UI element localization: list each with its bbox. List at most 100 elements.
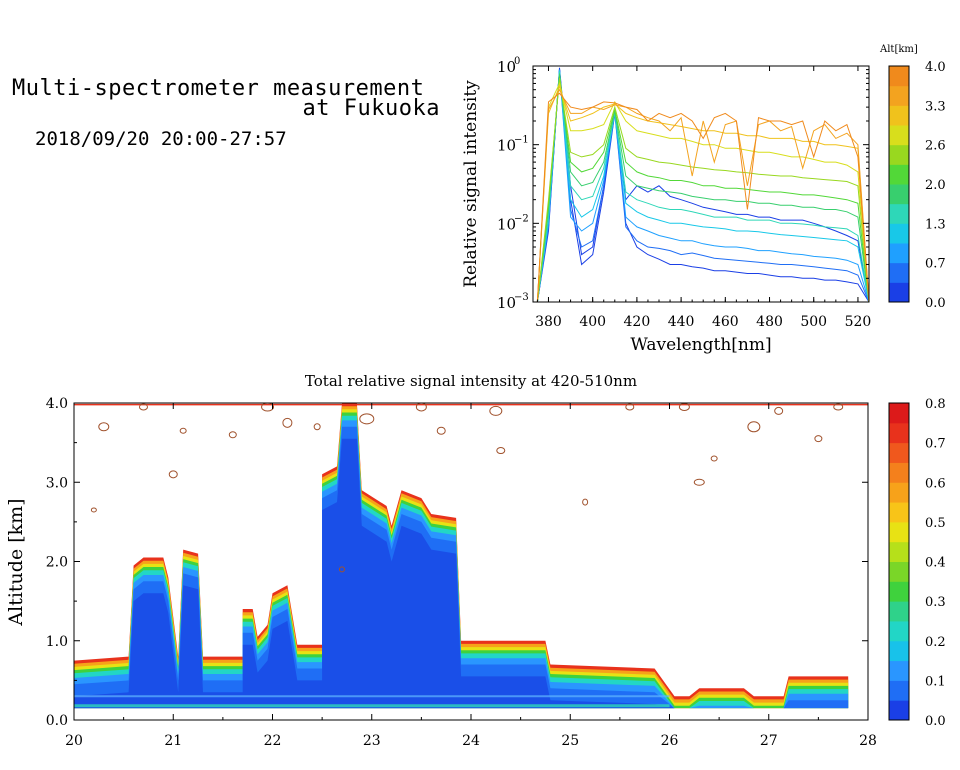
- intensity-colorbar-segment: [889, 700, 909, 721]
- intensity-colorbar-label: 0.2: [925, 635, 946, 650]
- spectrum-series-line: [536, 70, 869, 302]
- main-title-line2: at Fukuoka: [302, 96, 440, 121]
- altitude-colorbar-segment: [889, 105, 909, 126]
- main-title-line1: Multi-spectrometer measurement: [12, 76, 425, 101]
- spectrum-y-tick-exponent: −2: [514, 213, 529, 224]
- heatmap-intensity-band: [74, 403, 849, 709]
- heatmap-speckle: [833, 403, 844, 411]
- spectrum-series-line: [536, 88, 869, 302]
- spectrum-x-tick-label: 420: [624, 314, 651, 330]
- intensity-colorbar-label: 0.5: [925, 516, 946, 531]
- altitude-colorbar-segment: [889, 262, 909, 283]
- altitude-colorbar-label: 0.0: [925, 296, 946, 311]
- spectrum-series-line: [536, 75, 869, 302]
- altitude-colorbar-segment: [889, 243, 909, 264]
- intensity-colorbar-label: 0.7: [925, 437, 946, 452]
- heatmap-x-tick-label: 28: [859, 733, 877, 749]
- heatmap-body: [74, 403, 868, 709]
- spectrum-series-line: [536, 92, 869, 302]
- heatmap-speckle: [282, 417, 293, 428]
- spectrum-y-tick-base: 10: [497, 58, 516, 76]
- intensity-colorbar-segment: [889, 561, 909, 582]
- heatmap-speckle: [313, 423, 321, 431]
- spectrum-series-line: [536, 78, 869, 302]
- intensity-colorbar-label: 0.3: [925, 595, 946, 610]
- altitude-colorbar-title: Alt[km]: [879, 44, 918, 55]
- intensity-colorbar-label: 0.6: [925, 476, 946, 491]
- spectrum-series-line: [536, 68, 869, 302]
- intensity-colorbar-segment: [889, 660, 909, 681]
- intensity-colorbar-segment: [889, 521, 909, 543]
- heatmap-intensity-band: [74, 426, 849, 709]
- intensity-colorbar-segment: [889, 462, 909, 483]
- heatmap-x-tick-label: 21: [164, 733, 182, 749]
- heatmap-x-tick-label: 26: [661, 733, 679, 749]
- spectrum-y-tick-label: 10−2: [497, 213, 529, 233]
- heatmap-x-tick-label: 24: [462, 733, 480, 749]
- intensity-colorbar-segment: [889, 442, 909, 463]
- altitude-colorbar-segment: [889, 164, 909, 185]
- heatmap-y-tick-label: 3.0: [46, 475, 68, 491]
- spectrum-frame: [532, 65, 870, 303]
- intensity-colorbar-segment: [889, 541, 909, 562]
- spectrum-series-line: [536, 84, 869, 302]
- intensity-colorbar-label: 0.4: [925, 556, 946, 571]
- heatmap-x-tick-label: 25: [561, 733, 579, 749]
- heatmap-intensity-band: [74, 438, 849, 709]
- intensity-colorbar-segment: [889, 620, 909, 642]
- altitude-colorbar-segment: [889, 85, 909, 106]
- heatmap-speckle: [138, 403, 148, 411]
- altitude-colorbar-label: 2.0: [925, 178, 946, 193]
- heatmap-speckle: [359, 413, 375, 425]
- intensity-colorbar-label: 0.1: [925, 674, 946, 689]
- heatmap-speckle: [168, 470, 178, 479]
- intensity-colorbar-segment: [889, 502, 909, 523]
- intensity-colorbar-frame: [888, 402, 910, 721]
- spectrum-x-tick-label: 480: [756, 314, 783, 330]
- heatmap-x-tick-label: 20: [65, 733, 83, 749]
- heatmap-speckle: [228, 431, 237, 439]
- heatmap-intensity-band: [74, 415, 849, 709]
- heatmap-frame: [73, 402, 869, 721]
- altitude-colorbar-label: 4.0: [925, 60, 946, 75]
- altitude-colorbar-label: 1.3: [925, 217, 946, 232]
- spectrum-lines-group: [536, 67, 869, 302]
- intensity-colorbar-segment: [889, 601, 909, 622]
- heatmap-speckle: [415, 403, 427, 412]
- spectrum-y-tick-base: 10: [497, 215, 516, 233]
- heatmap-intensity-band: [74, 420, 849, 709]
- intensity-colorbar-segment: [889, 422, 909, 444]
- altitude-colorbar-segment: [889, 184, 909, 205]
- altitude-colorbar-segment: [889, 144, 909, 165]
- intensity-colorbar-label: 0.0: [925, 714, 946, 729]
- spectrum-x-tick-label: 500: [800, 314, 827, 330]
- intensity-colorbar-segment: [889, 680, 909, 701]
- altitude-colorbar-segment: [889, 66, 909, 87]
- spectrum-series-line: [536, 69, 869, 302]
- heatmap-intensity-band: [74, 412, 849, 709]
- intensity-colorbar-segment: [889, 403, 909, 424]
- heatmap-speckle: [625, 403, 635, 411]
- spectrum-y-tick-base: 10: [497, 294, 516, 312]
- intensity-colorbar-segment: [889, 581, 909, 602]
- spectrum-series-line: [536, 69, 869, 302]
- altitude-colorbar-labels: 4.0 3.3 2.6 2.0 1.3 0.7 0.0: [925, 60, 946, 311]
- spectrum-y-tick-exponent: 0: [514, 56, 520, 67]
- heatmap-intensity-band: [74, 409, 849, 709]
- altitude-colorbar: [888, 65, 910, 303]
- time-range-label: 2018/09/20 20:00-27:57: [35, 128, 287, 150]
- heatmap-y-tick-label: 2.0: [46, 555, 68, 571]
- heatmap-y-tick-label: 1.0: [46, 634, 68, 650]
- heatmap-y-ticks: 0.0 1.0 2.0 3.0 4.0: [46, 396, 868, 729]
- heatmap-y-tick-label: 4.0: [46, 396, 68, 412]
- intensity-colorbar-label: 0.8: [925, 397, 946, 412]
- heatmap-speckle: [90, 507, 97, 513]
- spectrum-x-tick-label: 400: [579, 314, 606, 330]
- altitude-colorbar-label: 3.3: [925, 99, 946, 114]
- heatmap-speckle: [496, 447, 506, 455]
- intensity-colorbar-segment: [889, 640, 909, 662]
- spectrum-x-tick-label: 440: [668, 314, 695, 330]
- heatmap-speckle: [98, 422, 110, 432]
- heatmap-speckle: [436, 426, 446, 435]
